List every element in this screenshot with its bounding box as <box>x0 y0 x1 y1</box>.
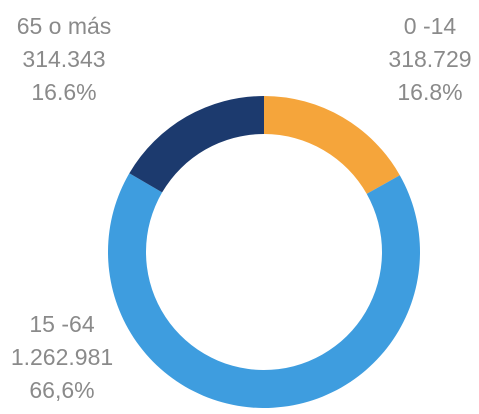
slice-percent: 66,6% <box>29 377 94 403</box>
slice-value: 1.262.981 <box>11 344 113 370</box>
donut-slice <box>264 96 400 194</box>
slice-value: 314.343 <box>22 46 105 72</box>
donut-slice <box>129 95 264 193</box>
slice-value: 318.729 <box>388 46 471 72</box>
slice-label: 65 o más <box>17 13 112 39</box>
slice-label: 0 -14 <box>404 13 457 39</box>
slice-label: 15 -64 <box>29 311 94 337</box>
slice-percent: 16.6% <box>31 79 96 105</box>
slice-percent: 16.8% <box>397 79 462 105</box>
donut-slice <box>107 173 421 408</box>
